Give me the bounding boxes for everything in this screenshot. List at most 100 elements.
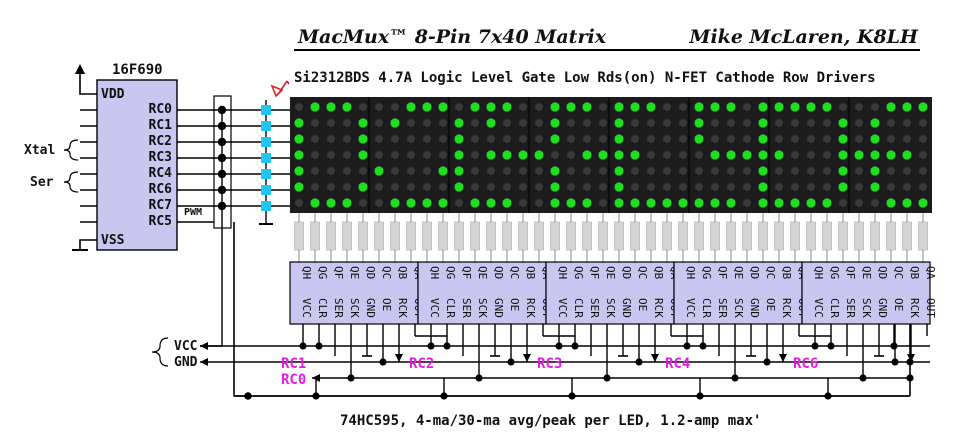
led-on xyxy=(582,150,592,160)
led-on xyxy=(294,150,304,160)
column-resistor xyxy=(486,221,496,251)
led-on xyxy=(358,150,368,160)
led-off xyxy=(535,119,543,127)
sr-bottom-pin: OE xyxy=(636,298,649,311)
led-off xyxy=(375,199,383,207)
sr-bottom-pin: OE xyxy=(380,298,393,311)
led-off xyxy=(791,119,799,127)
mcu-pin-rc3: RC3 xyxy=(149,150,172,165)
led-off xyxy=(743,119,751,127)
led-off xyxy=(743,199,751,207)
led-off xyxy=(471,183,479,191)
junction-dot xyxy=(427,342,435,350)
led-on xyxy=(694,118,704,128)
sr-bottom-pin: SCK xyxy=(604,298,617,318)
led-off xyxy=(327,135,335,143)
led-on xyxy=(646,102,656,112)
junction-dot xyxy=(699,342,707,350)
rck-arrow-icon xyxy=(395,354,403,362)
led-off xyxy=(679,135,687,143)
led-off xyxy=(855,167,863,175)
led-off xyxy=(919,183,927,191)
led-on xyxy=(406,102,416,112)
led-off xyxy=(599,135,607,143)
led-off xyxy=(791,167,799,175)
led-on xyxy=(870,182,880,192)
led-off xyxy=(343,183,351,191)
led-off xyxy=(311,151,319,159)
led-off xyxy=(631,183,639,191)
column-resistor xyxy=(854,221,864,251)
sr-top-pin: QD xyxy=(876,266,889,279)
junction-dot xyxy=(571,342,579,350)
junction-dot xyxy=(299,342,307,350)
led-on xyxy=(342,198,352,208)
bottom-wiring xyxy=(200,324,930,400)
sr-top-pin: QH xyxy=(428,266,441,279)
led-off xyxy=(519,199,527,207)
led-off xyxy=(583,119,591,127)
led-on xyxy=(598,150,608,160)
led-on xyxy=(742,150,752,160)
led-on xyxy=(582,102,592,112)
led-off xyxy=(903,119,911,127)
led-on xyxy=(694,198,704,208)
sr-bottom-pin: CLR xyxy=(316,298,329,318)
led-off xyxy=(807,183,815,191)
led-off xyxy=(855,135,863,143)
led-off xyxy=(551,151,559,159)
led-off xyxy=(855,119,863,127)
sr-top-pin: QD xyxy=(492,266,505,279)
led-on xyxy=(310,102,320,112)
sr-top-pin: QD xyxy=(748,266,761,279)
column-resistor xyxy=(390,221,400,251)
column-resistor xyxy=(518,221,528,251)
led-on xyxy=(358,182,368,192)
led-off xyxy=(887,183,895,191)
bus-label-rc3: RC3 xyxy=(537,356,562,372)
led-off xyxy=(919,119,927,127)
bus-label-rc1: RC1 xyxy=(281,356,306,372)
led-matrix-panel xyxy=(290,97,932,213)
led-on xyxy=(630,150,640,160)
sr-top-pin: QC xyxy=(636,266,649,279)
led-on xyxy=(870,118,880,128)
led-on xyxy=(854,150,864,160)
led-off xyxy=(887,135,895,143)
sr-top-pin: QC xyxy=(508,266,521,279)
led-on xyxy=(790,198,800,208)
led-off xyxy=(695,167,703,175)
led-off xyxy=(679,103,687,111)
led-on xyxy=(582,198,592,208)
led-off xyxy=(407,119,415,127)
column-resistor xyxy=(758,221,768,251)
column-resistor xyxy=(774,221,784,251)
led-on xyxy=(614,150,624,160)
led-off xyxy=(519,119,527,127)
vss-ground-icon xyxy=(72,239,97,251)
junction-dot xyxy=(443,342,451,350)
junction-dot xyxy=(379,358,387,366)
led-on xyxy=(486,198,496,208)
mcu-name: 16F690 xyxy=(112,62,163,78)
led-off xyxy=(695,151,703,159)
led-off xyxy=(791,135,799,143)
led-off xyxy=(631,119,639,127)
mcu-pin-vss: VSS xyxy=(101,233,125,248)
led-off xyxy=(903,167,911,175)
sr-bottom-pin: SCK xyxy=(860,298,873,318)
led-off xyxy=(375,135,383,143)
bus-label-rc6: RC6 xyxy=(793,356,818,372)
led-off xyxy=(823,119,831,127)
column-resistor xyxy=(918,221,928,251)
column-resistor xyxy=(710,221,720,251)
led-off xyxy=(727,119,735,127)
led-on xyxy=(614,134,624,144)
sr-top-pin: QF xyxy=(460,266,473,279)
led-off xyxy=(775,167,783,175)
led-on xyxy=(790,102,800,112)
led-off xyxy=(439,135,447,143)
column-resistors xyxy=(294,213,928,262)
led-matrix xyxy=(294,97,928,213)
